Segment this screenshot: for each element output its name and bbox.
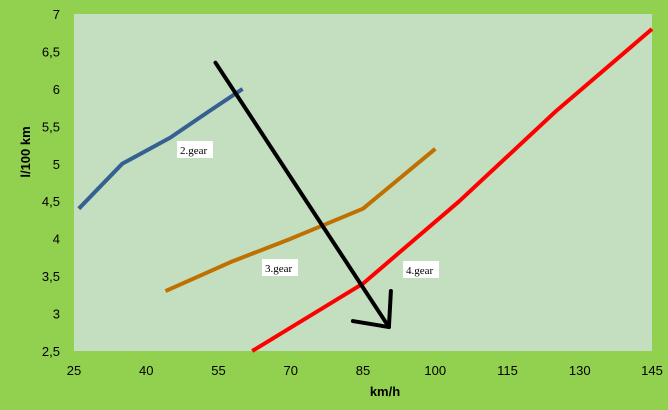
y-tick-label: 3,5 xyxy=(42,269,60,284)
x-tick-label: 55 xyxy=(211,363,225,378)
series-line-2-gear xyxy=(77,87,244,211)
series-label-4-gear: 4.gear xyxy=(406,265,434,277)
series-label-box xyxy=(262,259,298,276)
y-tick-label: 7 xyxy=(53,7,60,22)
x-tick-label: 85 xyxy=(356,363,370,378)
y-axis-title: l/100 km xyxy=(18,126,33,177)
series-line-3-gear xyxy=(164,147,437,293)
arrow-head xyxy=(350,289,393,330)
x-tick-label: 40 xyxy=(139,363,153,378)
series-labels: 2.gear 3.gear 4.gear xyxy=(177,141,439,278)
y-tick-label: 5,5 xyxy=(42,119,60,134)
series-label-2-gear: 2.gear xyxy=(180,145,208,157)
series-lines xyxy=(77,27,654,353)
x-tick-label: 130 xyxy=(569,363,591,378)
y-tick-label: 3 xyxy=(53,307,60,322)
trend-arrow xyxy=(213,60,393,330)
x-tick-label: 70 xyxy=(284,363,298,378)
x-tick-label: 25 xyxy=(67,363,81,378)
series-label-3-gear: 3.gear xyxy=(265,263,293,275)
y-tick-label: 6 xyxy=(53,82,60,97)
x-axis-title: km/h xyxy=(370,384,400,399)
series-label-box xyxy=(177,141,213,158)
y-tick-label: 5 xyxy=(53,157,60,172)
plot-area xyxy=(74,14,652,351)
arrow-shaft xyxy=(213,60,391,330)
series-label-box xyxy=(403,261,439,278)
x-tick-label: 100 xyxy=(424,363,446,378)
y-tick-label: 2,5 xyxy=(42,344,60,359)
series-line-4-gear xyxy=(251,27,654,353)
y-axis-ticks: 2,5 3 3,5 4 4,5 5 5,5 6 6,5 7 xyxy=(42,7,60,359)
y-tick-label: 6,5 xyxy=(42,44,60,59)
y-tick-label: 4 xyxy=(53,232,60,247)
y-tick-label: 4,5 xyxy=(42,194,60,209)
x-tick-label: 115 xyxy=(497,363,518,378)
x-axis-ticks: 25 40 55 70 85 100 115 130 145 xyxy=(67,363,663,378)
x-tick-label: 145 xyxy=(641,363,663,378)
